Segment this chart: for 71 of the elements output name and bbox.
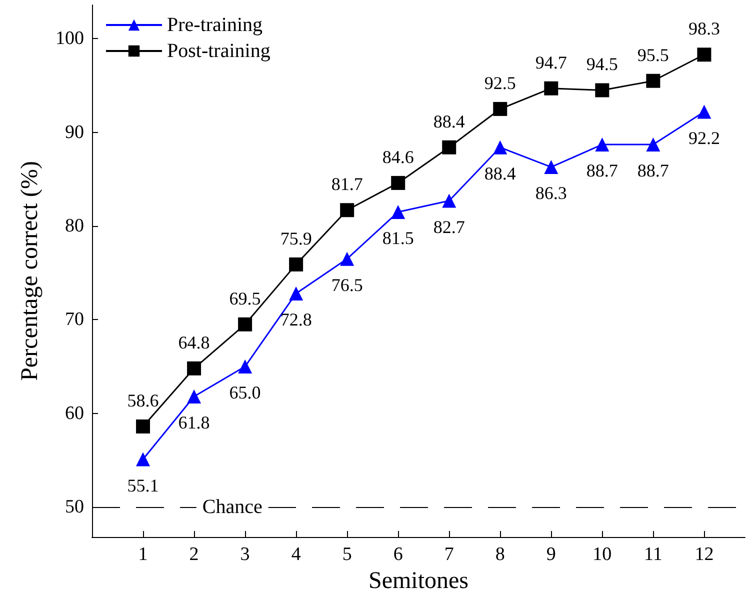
x-tick-label: 6 bbox=[393, 544, 403, 565]
point bbox=[493, 102, 508, 116]
data-label: 86.3 bbox=[535, 183, 567, 204]
data-label: 64.8 bbox=[178, 332, 210, 352]
y-tick-label: 70 bbox=[65, 309, 84, 330]
point bbox=[238, 360, 252, 374]
data-label: 95.5 bbox=[637, 44, 669, 65]
data-label: 88.7 bbox=[637, 160, 669, 181]
point bbox=[544, 160, 558, 174]
y-tick-label: 60 bbox=[65, 402, 84, 424]
data-label: 55.1 bbox=[127, 475, 159, 496]
point bbox=[697, 104, 712, 119]
point bbox=[187, 390, 202, 404]
x-axis-title: Semitones bbox=[368, 568, 468, 594]
y-tick-label: 80 bbox=[65, 216, 84, 237]
point bbox=[187, 361, 202, 376]
point bbox=[646, 138, 660, 152]
data-label: 82.7 bbox=[433, 216, 465, 237]
data-label: 75.9 bbox=[280, 228, 312, 248]
legend-label: Post-training bbox=[167, 40, 270, 62]
x-tick-label: 9 bbox=[546, 544, 556, 565]
point bbox=[289, 257, 304, 272]
x-tick-label: 12 bbox=[694, 544, 714, 565]
data-label: 65.0 bbox=[229, 382, 261, 403]
data-label: 76.5 bbox=[331, 274, 363, 295]
point bbox=[340, 203, 354, 218]
data-label: 94.7 bbox=[535, 52, 567, 72]
data-label: 61.8 bbox=[178, 412, 210, 433]
point bbox=[493, 140, 508, 154]
ref-line-label: Chance bbox=[202, 496, 262, 518]
x-tick-label: 5 bbox=[342, 544, 352, 565]
x-tick-label: 8 bbox=[495, 544, 505, 565]
point bbox=[238, 317, 252, 332]
data-label: 81.5 bbox=[382, 228, 414, 248]
point bbox=[391, 204, 406, 219]
data-label: 84.6 bbox=[382, 146, 414, 167]
data-label: 92.2 bbox=[688, 128, 720, 148]
x-tick-label: 10 bbox=[592, 544, 612, 565]
point bbox=[697, 48, 712, 62]
x-tick-label: 1 bbox=[138, 544, 148, 565]
point bbox=[442, 194, 456, 208]
x-tick-label: 4 bbox=[291, 544, 302, 565]
point bbox=[595, 83, 610, 98]
data-label: 94.5 bbox=[586, 54, 618, 74]
data-label: 72.8 bbox=[280, 309, 312, 330]
point bbox=[442, 140, 456, 154]
data-label: 88.4 bbox=[433, 111, 465, 132]
point bbox=[391, 176, 406, 190]
data-label: 69.5 bbox=[229, 288, 261, 308]
data-label: 88.7 bbox=[586, 160, 618, 181]
y-tick-label: 100 bbox=[56, 28, 84, 50]
x-tick-label: 11 bbox=[644, 544, 662, 565]
y-tick-label: 50 bbox=[65, 496, 84, 518]
y-axis-title: Percentage correct (%) bbox=[17, 161, 43, 381]
point bbox=[136, 452, 150, 466]
data-label: 88.4 bbox=[484, 163, 516, 184]
x-tick-label: 2 bbox=[189, 544, 199, 565]
point bbox=[595, 138, 610, 152]
x-tick-label: 7 bbox=[444, 544, 454, 565]
point bbox=[544, 81, 558, 96]
y-tick-label: 90 bbox=[65, 122, 84, 143]
point bbox=[136, 419, 150, 434]
point bbox=[646, 74, 660, 88]
data-label: 58.6 bbox=[127, 390, 159, 410]
x-tick-label: 3 bbox=[240, 544, 250, 565]
data-label: 92.5 bbox=[484, 72, 516, 93]
point bbox=[289, 286, 304, 300]
data-label: 81.7 bbox=[331, 174, 363, 194]
data-label: 98.3 bbox=[688, 18, 720, 39]
point bbox=[340, 252, 354, 266]
legend-label: Pre-training bbox=[167, 14, 263, 36]
